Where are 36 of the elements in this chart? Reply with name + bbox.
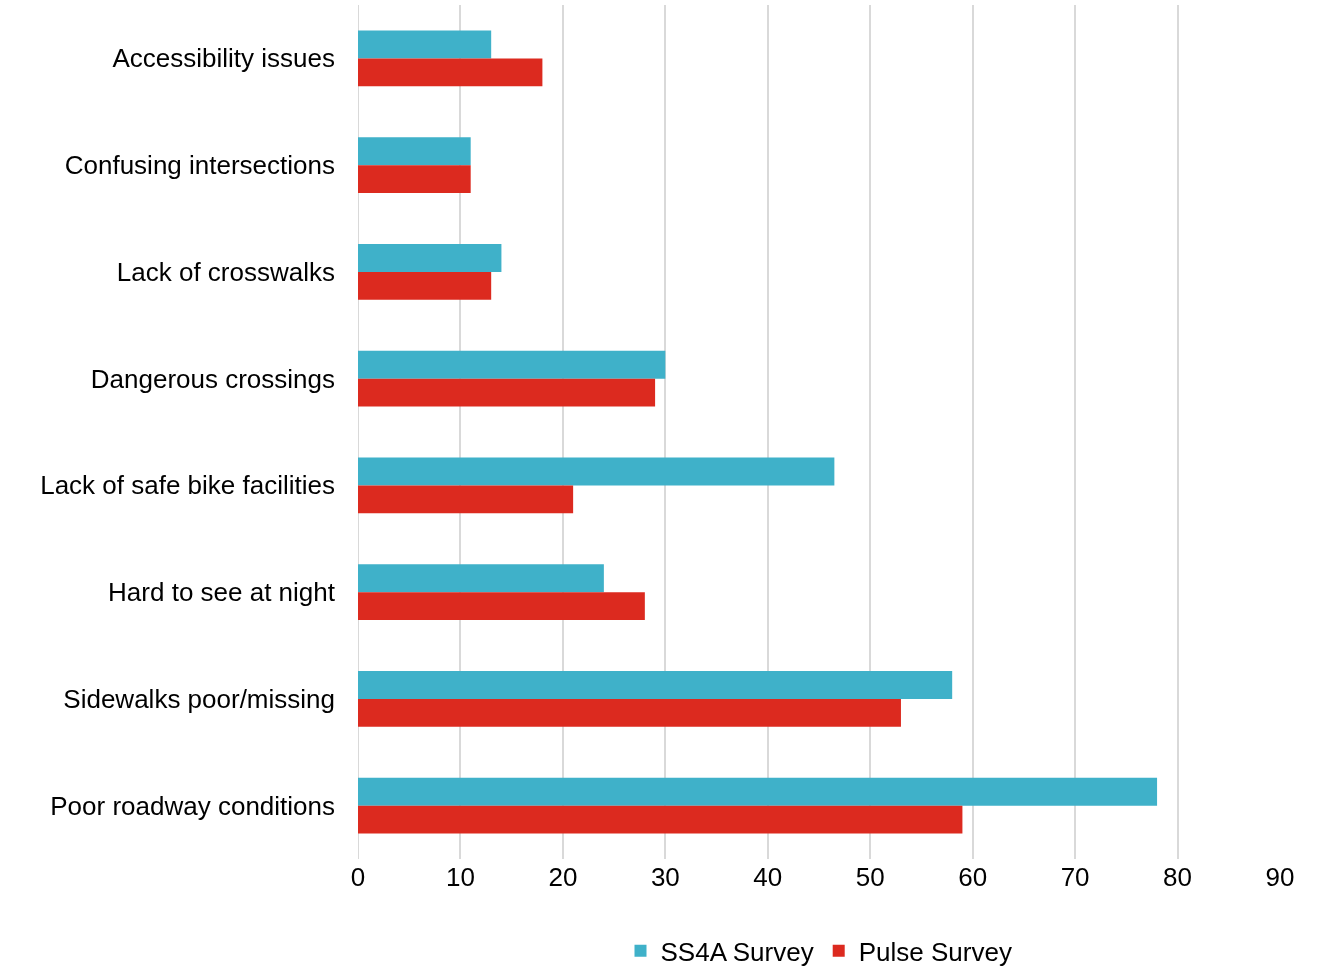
x-tick-label: 60: [958, 862, 988, 892]
y-tick-label: Dangerous crossings: [90, 363, 335, 394]
bar: [358, 592, 645, 620]
bar: [358, 777, 1158, 806]
bar: [358, 30, 492, 59]
bar: [358, 564, 604, 593]
bar: [358, 805, 963, 834]
x-tick-label: 20: [548, 862, 578, 892]
y-tick-label: Sidewalks poor/missing: [63, 683, 335, 714]
y-tick-label: Lack of crosswalks: [116, 256, 335, 287]
x-tick-label: 40: [753, 862, 783, 892]
bar: [358, 378, 656, 407]
y-tick-label: Confusing intersections: [64, 150, 335, 181]
x-tick-label: 10: [445, 862, 475, 892]
bar: [358, 485, 574, 514]
x-tick-label: 70: [1060, 862, 1090, 892]
bar: [358, 165, 471, 193]
bar: [358, 137, 471, 166]
bar: [358, 457, 835, 486]
bar: [358, 271, 492, 300]
bar: [358, 244, 502, 272]
legend-label: SS4A Survey: [660, 936, 814, 967]
bar: [358, 698, 901, 727]
bar: [358, 58, 543, 87]
x-tick-label: 50: [855, 862, 885, 892]
x-tick-label: 30: [650, 862, 680, 892]
y-tick-label: Hard to see at night: [108, 577, 336, 608]
bar: [358, 350, 666, 379]
y-tick-label: Lack of safe bike facilities: [40, 470, 335, 501]
y-tick-label: Accessibility issues: [112, 43, 335, 74]
x-tick-label: 90: [1265, 862, 1295, 892]
legend-label: Pulse Survey: [858, 936, 1012, 967]
y-tick-label: Poor roadway conditions: [50, 790, 335, 821]
x-tick-label: 80: [1163, 862, 1193, 892]
x-tick-label: 0: [350, 862, 366, 892]
bar: [358, 671, 953, 699]
